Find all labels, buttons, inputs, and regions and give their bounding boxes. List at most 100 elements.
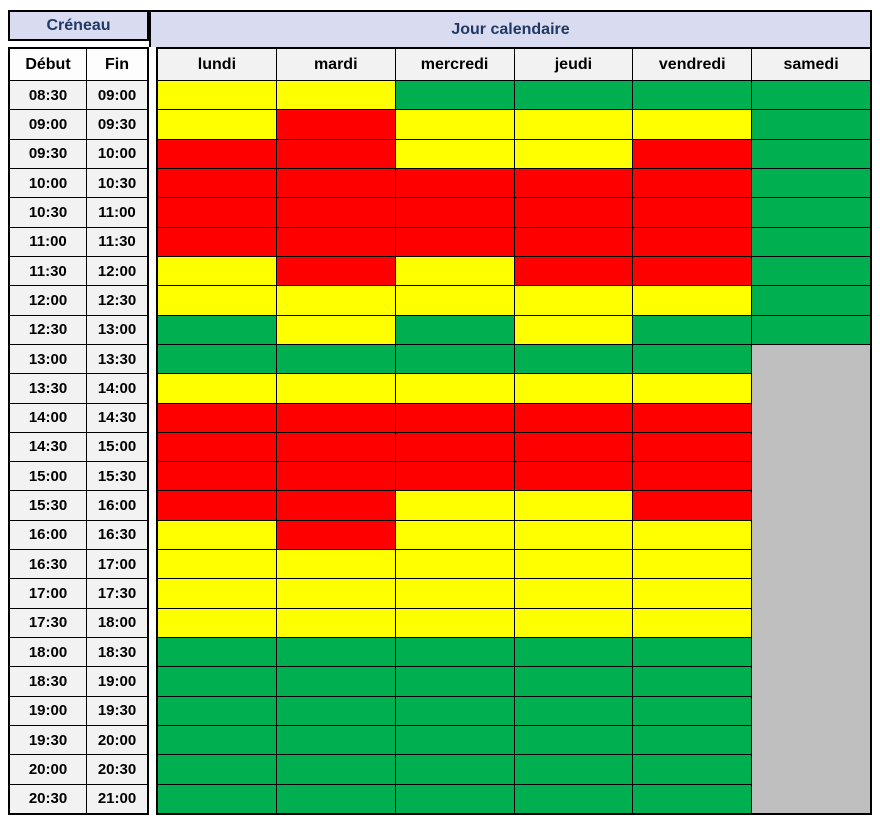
time-columns-grid: Début Fin 08:30 09:00 09:00 09:30 09:30 10:00 10… [8,47,149,815]
slot-cell-vendredi-16:30 [633,550,752,579]
day-header-jeudi: jeudi [514,49,633,80]
slot-cell-mardi-09:30 [276,139,395,168]
slot-cell-jeudi-08:30 [514,81,633,110]
slot-cell-vendredi-14:30 [633,432,752,462]
slot-cell-mercredi-18:00 [395,638,514,667]
slot-cell-vendredi-19:00 [633,696,752,726]
slot-cell-mardi-16:30 [276,550,395,579]
slot-cell-jeudi-14:30 [514,432,633,462]
slot-cell-samedi-10:30 [752,198,870,227]
slot-cell-lundi-15:00 [158,462,276,491]
slot-cell-mardi-13:00 [276,344,395,374]
slot-cell-lundi-19:30 [158,726,276,755]
slot-cell-mercredi-12:00 [395,286,514,315]
slot-cell-mercredi-16:00 [395,520,514,550]
time-end-cell: 13:00 [87,315,147,344]
slot-cell-mardi-19:30 [276,726,395,755]
slot-cell-mardi-15:00 [276,462,395,491]
slot-cell-jeudi-18:30 [514,667,633,696]
creneau-header-label: Créneau [46,16,111,34]
slot-cell-mercredi-20:00 [395,755,514,784]
time-end-cell: 15:30 [87,462,147,491]
slot-cell-lundi-10:00 [158,168,276,198]
slot-cell-jeudi-15:00 [514,462,633,491]
slot-cell-mardi-08:30 [276,81,395,110]
jour-calendaire-header-cell: Jour calendaire [149,10,872,47]
time-start-cell: 08:30 [10,81,86,110]
time-start-cell: 11:00 [10,227,86,256]
slot-cell-mercredi-20:30 [395,784,514,813]
slot-cell-lundi-18:00 [158,638,276,667]
day-header-samedi: samedi [752,49,870,80]
days-grid: lundi mardi mercredi jeudi vendredi samedi [156,47,872,815]
slot-cell-mardi-11:00 [276,227,395,256]
slot-cell-vendredi-11:00 [633,227,752,256]
time-start-cell: 20:30 [10,784,86,813]
slot-cell-mercredi-14:00 [395,403,514,432]
slot-cell-samedi-10:00 [752,168,870,198]
time-start-cell: 10:00 [10,168,86,198]
time-start-cell: 15:00 [10,462,86,491]
slot-cell-lundi-16:00 [158,520,276,550]
slot-cell-vendredi-09:30 [633,139,752,168]
slot-cell-samedi-12:30 [752,315,870,344]
slot-cell-lundi-12:30 [158,315,276,344]
time-end-cell: 14:30 [87,403,147,432]
slot-cell-jeudi-14:00 [514,403,633,432]
time-start-cell: 18:00 [10,638,86,667]
slot-cell-vendredi-15:30 [633,491,752,520]
slot-cell-mercredi-15:00 [395,462,514,491]
time-start-cell: 13:00 [10,344,86,374]
slot-cell-samedi-12:00 [752,286,870,315]
time-end-cell: 09:00 [87,81,147,110]
time-end-cell: 19:30 [87,696,147,726]
slot-cell-samedi-11:30 [752,256,870,286]
day-header-lundi: lundi [158,49,276,80]
slot-cell-samedi-08:30 [752,81,870,110]
slot-cell-samedi-11:00 [752,227,870,256]
slot-cell-mardi-14:00 [276,403,395,432]
slot-cell-lundi-12:00 [158,286,276,315]
slot-cell-jeudi-19:30 [514,726,633,755]
slot-cell-mercredi-13:30 [395,374,514,403]
slot-cell-lundi-14:30 [158,432,276,462]
creneau-header-cell: Créneau [8,10,149,41]
time-end-cell: 11:30 [87,227,147,256]
slot-cell-mercredi-11:30 [395,256,514,286]
slot-cell-vendredi-13:00 [633,344,752,374]
time-end-cell: 20:00 [87,726,147,755]
slot-cell-vendredi-17:00 [633,579,752,608]
slot-cell-jeudi-20:00 [514,755,633,784]
time-end-cell: 13:30 [87,344,147,374]
slot-cell-lundi-10:30 [158,198,276,227]
time-end-cell: 18:30 [87,638,147,667]
fin-column-header: Fin [87,49,147,80]
slot-cell-mercredi-11:00 [395,227,514,256]
slot-cell-jeudi-15:30 [514,491,633,520]
slot-cell-mercredi-19:00 [395,696,514,726]
slot-cell-vendredi-20:00 [633,755,752,784]
slot-cell-jeudi-11:30 [514,256,633,286]
slot-cell-mardi-09:00 [276,110,395,139]
time-start-cell: 16:30 [10,550,86,579]
time-start-cell: 14:00 [10,403,86,432]
slot-cell-lundi-17:00 [158,579,276,608]
slot-cell-vendredi-08:30 [633,81,752,110]
slot-cell-jeudi-17:00 [514,579,633,608]
time-start-cell: 13:30 [10,374,86,403]
slot-cell-lundi-13:30 [158,374,276,403]
day-header-vendredi: vendredi [633,49,752,80]
slot-cell-lundi-16:30 [158,550,276,579]
slot-cell-lundi-11:30 [158,256,276,286]
time-end-cell: 15:00 [87,432,147,462]
slot-cell-lundi-13:00 [158,344,276,374]
slot-cell-mercredi-17:00 [395,579,514,608]
time-start-cell: 09:00 [10,110,86,139]
slot-cell-samedi-09:30 [752,139,870,168]
time-start-cell: 12:30 [10,315,86,344]
time-start-cell: 19:00 [10,696,86,726]
slot-cell-jeudi-10:00 [514,168,633,198]
slot-cell-mardi-10:00 [276,168,395,198]
slot-cell-mercredi-19:30 [395,726,514,755]
time-end-cell: 16:00 [87,491,147,520]
